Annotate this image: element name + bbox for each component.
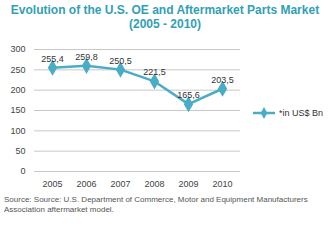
svg-text:2009: 2009: [178, 179, 198, 189]
svg-text:255,4: 255,4: [41, 54, 64, 64]
svg-text:2006: 2006: [76, 179, 96, 189]
svg-text:250: 250: [10, 65, 25, 75]
svg-text:200: 200: [10, 85, 25, 95]
svg-text:0: 0: [20, 166, 25, 176]
svg-text:250,5: 250,5: [109, 56, 132, 66]
svg-text:2008: 2008: [144, 179, 164, 189]
html-text:Evolution of the U.S. OE and A: Evolution of the U.S. OE and Aftermarket…: [10, 3, 320, 31]
svg-text:259,8: 259,8: [75, 52, 98, 62]
svg-text:150: 150: [10, 105, 25, 115]
html-text:Source: Source: U.S. Departmen: Source: Source: U.S. Department of Comme…: [4, 195, 308, 214]
svg-text:2005: 2005: [42, 179, 62, 189]
svg-text:221,5: 221,5: [143, 67, 166, 77]
svg-text:203,5: 203,5: [211, 75, 234, 85]
html-text:*in US$ Bn: *in US$ Bn: [279, 108, 323, 118]
svg-text:300: 300: [10, 44, 25, 54]
svg-text:50: 50: [15, 146, 25, 156]
svg-text:100: 100: [10, 126, 25, 136]
svg-text:2007: 2007: [110, 179, 130, 189]
svg-text:2010: 2010: [212, 179, 232, 189]
svg-text:165,6: 165,6: [177, 90, 200, 100]
